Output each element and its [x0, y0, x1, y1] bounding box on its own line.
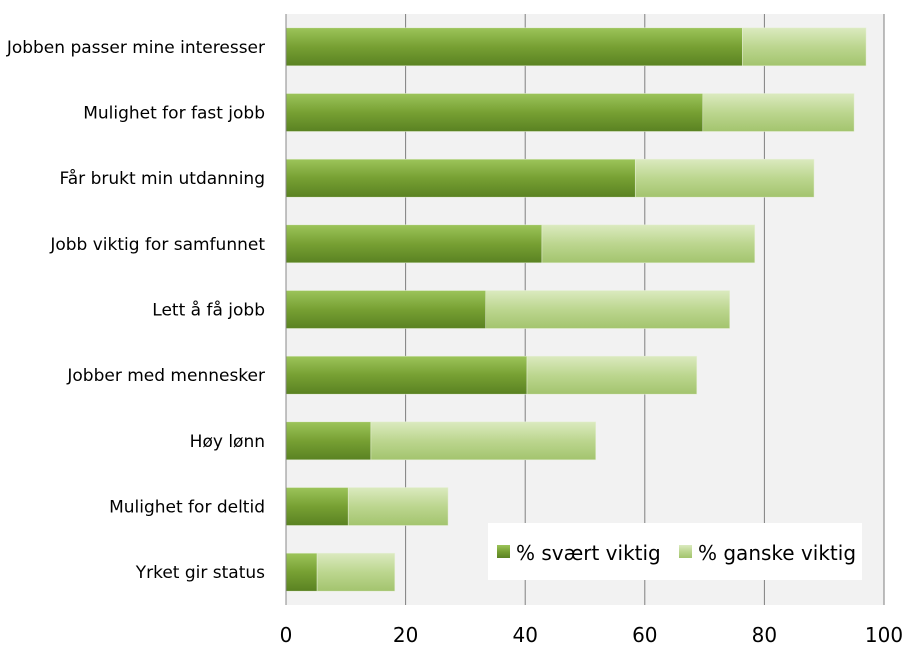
category-label: Jobben passer mine interesser: [6, 38, 265, 58]
legend-label-svaert: % svært viktig: [516, 541, 661, 565]
bar-ganske: [742, 27, 867, 67]
bar-ganske: [634, 158, 815, 198]
bar-ganske: [702, 93, 855, 132]
bar-svaert: [285, 27, 743, 67]
category-label: Får brukt min utdanning: [60, 168, 265, 189]
bar-svaert: [285, 487, 349, 526]
bar-svaert: [285, 552, 318, 592]
x-tick-label: 60: [632, 623, 657, 647]
x-tick-label: 0: [280, 623, 293, 647]
bar-ganske: [526, 355, 698, 395]
category-label: Lett å få jobb: [152, 300, 265, 321]
category-label: Mulighet for fast jobb: [83, 104, 265, 124]
category-label: Mulighet for deltid: [109, 498, 265, 518]
category-label: Jobb viktig for samfunnet: [49, 235, 265, 255]
bar-ganske: [485, 290, 730, 329]
bar-svaert: [285, 421, 372, 461]
legend-swatch-ganske: [679, 545, 692, 558]
bar-ganske: [370, 421, 597, 461]
bar-svaert: [285, 93, 704, 132]
bar-ganske: [316, 552, 396, 592]
x-tick-label: 100: [865, 623, 903, 647]
bar-ganske: [347, 487, 449, 526]
category-label: Yrket gir status: [135, 563, 265, 583]
bar-svaert: [285, 158, 636, 198]
legend-label-ganske: % ganske viktig: [698, 541, 856, 565]
legend-swatch-svaert: [497, 545, 510, 558]
bar-svaert: [285, 355, 528, 395]
bar-svaert: [285, 224, 543, 264]
x-tick-label: 80: [752, 623, 777, 647]
bar-ganske: [541, 224, 756, 264]
category-label: Jobber med mennesker: [66, 366, 265, 386]
x-tick-label: 20: [393, 623, 418, 647]
category-label: Høy lønn: [190, 432, 265, 452]
bar-svaert: [285, 290, 486, 329]
legend: % svært viktig % ganske viktig: [488, 523, 862, 580]
x-tick-label: 40: [512, 623, 537, 647]
